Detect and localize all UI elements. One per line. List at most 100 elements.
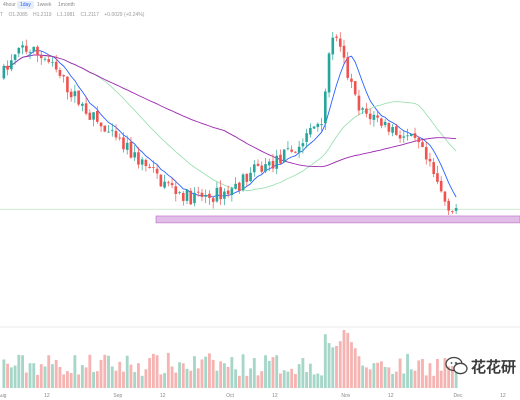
candle	[353, 80, 357, 97]
candle-body	[286, 148, 290, 150]
candle-body	[219, 187, 222, 200]
volume-bar	[36, 374, 39, 388]
volume-bar	[69, 373, 73, 388]
candle	[282, 149, 286, 163]
candle-body	[77, 90, 80, 105]
volume-bar	[54, 359, 58, 388]
candle	[395, 123, 398, 136]
candle	[316, 122, 320, 132]
volume-bar	[346, 332, 350, 388]
candle-body	[196, 191, 200, 193]
candle-body	[62, 75, 65, 77]
candle-body	[215, 187, 219, 202]
candle-body	[391, 127, 394, 133]
candle	[290, 145, 293, 153]
candle	[137, 147, 140, 169]
candle	[167, 180, 170, 187]
candle	[324, 88, 327, 131]
candle	[17, 47, 21, 58]
candle	[84, 96, 88, 116]
volume-bar	[84, 367, 88, 388]
volume-bar	[148, 358, 152, 388]
volume-bar	[103, 354, 107, 388]
candle	[28, 49, 32, 60]
candle	[421, 139, 424, 148]
candle	[66, 76, 69, 100]
candle	[43, 56, 47, 62]
candle-body	[88, 112, 92, 120]
volume-bar	[200, 359, 204, 388]
candle	[96, 106, 99, 124]
volume-bar	[245, 375, 249, 388]
candle	[170, 177, 174, 189]
candle-body	[402, 136, 406, 138]
timeframe-1month[interactable]: 1month	[58, 2, 75, 8]
volume-bar	[249, 368, 252, 388]
volume-bar	[391, 373, 395, 388]
volume-bar	[151, 353, 155, 388]
candle	[252, 160, 256, 177]
candle-body	[81, 103, 84, 106]
volume-bar	[39, 364, 43, 388]
candle	[454, 203, 458, 214]
volume-bar	[107, 355, 110, 388]
candle-body	[380, 118, 383, 126]
candle	[338, 32, 342, 52]
candle-body	[28, 51, 32, 53]
volume-bar	[129, 364, 133, 388]
volume-bar	[95, 371, 99, 388]
timeframe-1week[interactable]: 1week	[37, 2, 52, 8]
candle	[178, 191, 181, 195]
volume-bar	[77, 374, 81, 388]
candle-body	[114, 131, 118, 138]
candle-body	[309, 128, 312, 135]
candle-body	[2, 66, 6, 79]
legend-close: C1.2117	[80, 12, 99, 18]
candle-body	[133, 152, 136, 158]
volume-bar	[155, 355, 159, 388]
candle	[346, 51, 350, 81]
candle	[122, 132, 125, 153]
volume-bar	[174, 372, 178, 388]
watermark-text: 花花研	[471, 359, 517, 376]
candle-body	[211, 198, 215, 202]
timeframe-4hour[interactable]: 4hour	[3, 2, 16, 8]
candle-body	[234, 183, 237, 189]
candle-body	[170, 183, 174, 186]
volume-bar	[387, 367, 391, 388]
volume-bar	[368, 369, 372, 388]
volume-bar	[193, 356, 196, 388]
candle-body	[424, 147, 428, 160]
candle-body	[159, 174, 163, 187]
candle-body	[439, 180, 443, 192]
candle	[81, 102, 84, 112]
candle	[118, 133, 122, 141]
candle	[2, 63, 6, 80]
candle-body	[406, 135, 409, 137]
candle-body	[51, 61, 54, 63]
timeframe-1day[interactable]: 1day	[17, 1, 34, 9]
candle-body	[327, 53, 331, 93]
x-tick-label: 12	[388, 393, 394, 399]
candle-body	[365, 108, 368, 114]
candle	[133, 145, 136, 161]
candle-body	[383, 121, 387, 126]
candle-body	[92, 112, 95, 120]
volume-bar	[211, 359, 215, 388]
candle-body	[376, 115, 379, 118]
candle	[114, 124, 118, 141]
candle-body	[125, 142, 129, 150]
legend-open: O1.2085	[8, 12, 28, 18]
candle	[238, 181, 241, 194]
candle-body	[368, 113, 372, 120]
candle	[260, 161, 264, 174]
volume-bar	[208, 353, 211, 388]
volume-bar	[353, 348, 357, 388]
volume-bar	[256, 375, 260, 388]
volume-bar	[133, 372, 137, 388]
candle-body	[148, 166, 151, 169]
volume-bar	[376, 362, 380, 388]
candle	[10, 54, 13, 72]
volume-bar	[301, 358, 305, 388]
